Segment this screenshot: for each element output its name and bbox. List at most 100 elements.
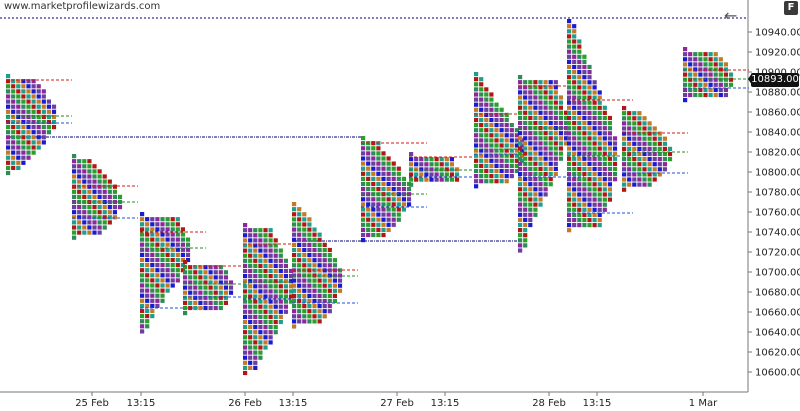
tpo-block (97, 220, 102, 225)
tpo-block (572, 85, 577, 90)
tpo-block (713, 52, 718, 57)
tpo-block (391, 187, 396, 192)
tpo-block (622, 111, 627, 116)
tpo-block (36, 99, 41, 104)
tpo-block (87, 159, 92, 164)
tpo-block (567, 166, 572, 172)
tpo-block (647, 151, 652, 157)
tpo-block (683, 52, 688, 57)
tpo-block (528, 141, 533, 146)
tpo-block (667, 146, 673, 151)
tpo-block (253, 258, 258, 263)
tpo-block (302, 217, 307, 222)
tpo-block (632, 116, 637, 121)
tpo-block (361, 171, 366, 176)
tpo-block (567, 131, 572, 136)
tpo-block (572, 207, 577, 212)
tpo-block (165, 273, 170, 278)
tpo-block (386, 187, 391, 192)
tpo-block (258, 289, 263, 294)
tpo-block (332, 263, 337, 268)
tpo-block (302, 263, 307, 268)
tpo-block (16, 109, 21, 114)
tpo-block (87, 210, 92, 215)
tpo-block (72, 210, 77, 215)
tpo-block (523, 80, 528, 85)
tpo-block (533, 192, 538, 197)
tpo-block (518, 228, 523, 233)
tpo-block (582, 59, 587, 64)
tpo-block (376, 202, 381, 207)
tpo-block (102, 174, 107, 179)
tpo-block (518, 105, 523, 110)
tpo-block (607, 126, 612, 131)
tpo-block (567, 172, 572, 177)
tpo-block (292, 227, 297, 232)
tpo-block (150, 308, 155, 314)
tpo-block (160, 237, 165, 242)
tpo-block (523, 182, 528, 187)
tpo-block (647, 136, 652, 141)
tpo-block (607, 136, 612, 141)
tpo-block (708, 82, 713, 87)
tpo-block (386, 176, 391, 181)
tpo-block (577, 95, 582, 100)
last-price-badge: 10893.00 (751, 73, 799, 87)
tpo-block (419, 162, 424, 167)
tpo-block (386, 227, 391, 232)
tpo-block (243, 325, 248, 330)
tpo-block (523, 243, 528, 248)
tpo-block (647, 126, 652, 131)
tpo-block (180, 252, 185, 257)
tpo-block (391, 171, 396, 176)
tpo-block (723, 92, 728, 98)
tpo-block (193, 285, 198, 290)
tpo-block (523, 187, 528, 192)
tpo-block (647, 157, 652, 162)
tpo-block (577, 100, 582, 105)
tpo-block (11, 89, 16, 94)
tpo-block (263, 319, 268, 325)
tpo-block (193, 295, 198, 300)
tpo-block (657, 167, 662, 172)
tpo-block (248, 365, 253, 370)
tpo-block (145, 314, 150, 319)
tpo-block (657, 131, 662, 136)
tpo-block (361, 222, 366, 227)
tpo-block (386, 171, 391, 176)
tpo-block (563, 136, 569, 141)
tpo-block (92, 174, 97, 179)
tpo-block (572, 187, 577, 192)
tpo-block (627, 131, 632, 136)
tpo-block (218, 300, 223, 305)
tpo-block (322, 247, 327, 253)
tpo-block (297, 253, 302, 258)
tpo-block (514, 158, 519, 163)
tpo-block (518, 238, 523, 243)
tpo-block (401, 202, 406, 207)
tpo-block (543, 90, 548, 95)
tpo-block (46, 104, 51, 109)
fullscreen-button[interactable]: F (784, 1, 798, 15)
tpo-block (391, 212, 396, 217)
tpo-block (165, 268, 170, 273)
tpo-block (180, 232, 185, 237)
tpo-block (533, 187, 538, 192)
tpo-block (718, 77, 723, 82)
tpo-block (312, 319, 317, 324)
tpo-block (312, 242, 317, 247)
tpo-block (587, 182, 592, 187)
tpo-block (698, 82, 703, 87)
tpo-block (489, 148, 494, 153)
tpo-block (582, 146, 587, 151)
tpo-block (612, 151, 618, 156)
tpo-block (518, 100, 523, 105)
tpo-block (263, 279, 268, 284)
back-arrow-icon[interactable]: ← (724, 6, 738, 25)
tpo-block (538, 156, 543, 161)
tpo-block (263, 243, 268, 248)
tpo-block (322, 293, 327, 298)
tpo-block (504, 138, 509, 143)
tpo-block (140, 329, 145, 334)
